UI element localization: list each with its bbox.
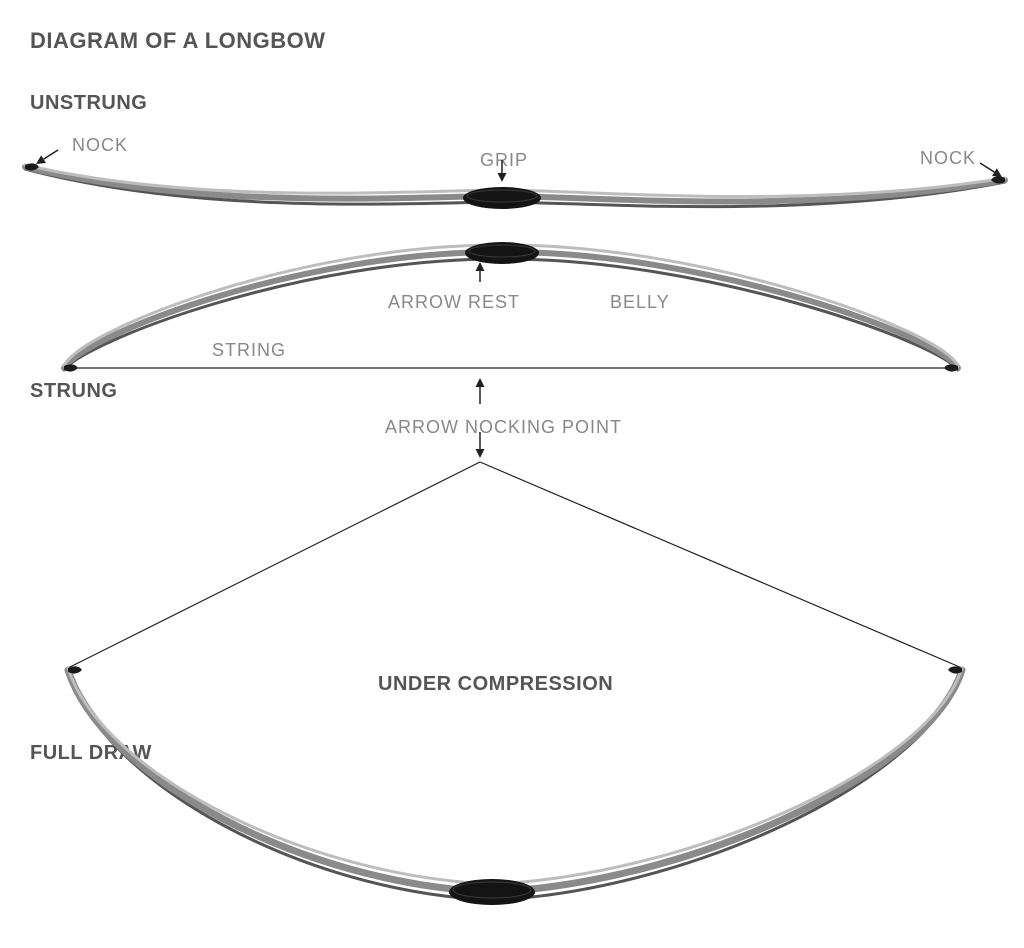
diagram-canvas — [0, 0, 1024, 948]
